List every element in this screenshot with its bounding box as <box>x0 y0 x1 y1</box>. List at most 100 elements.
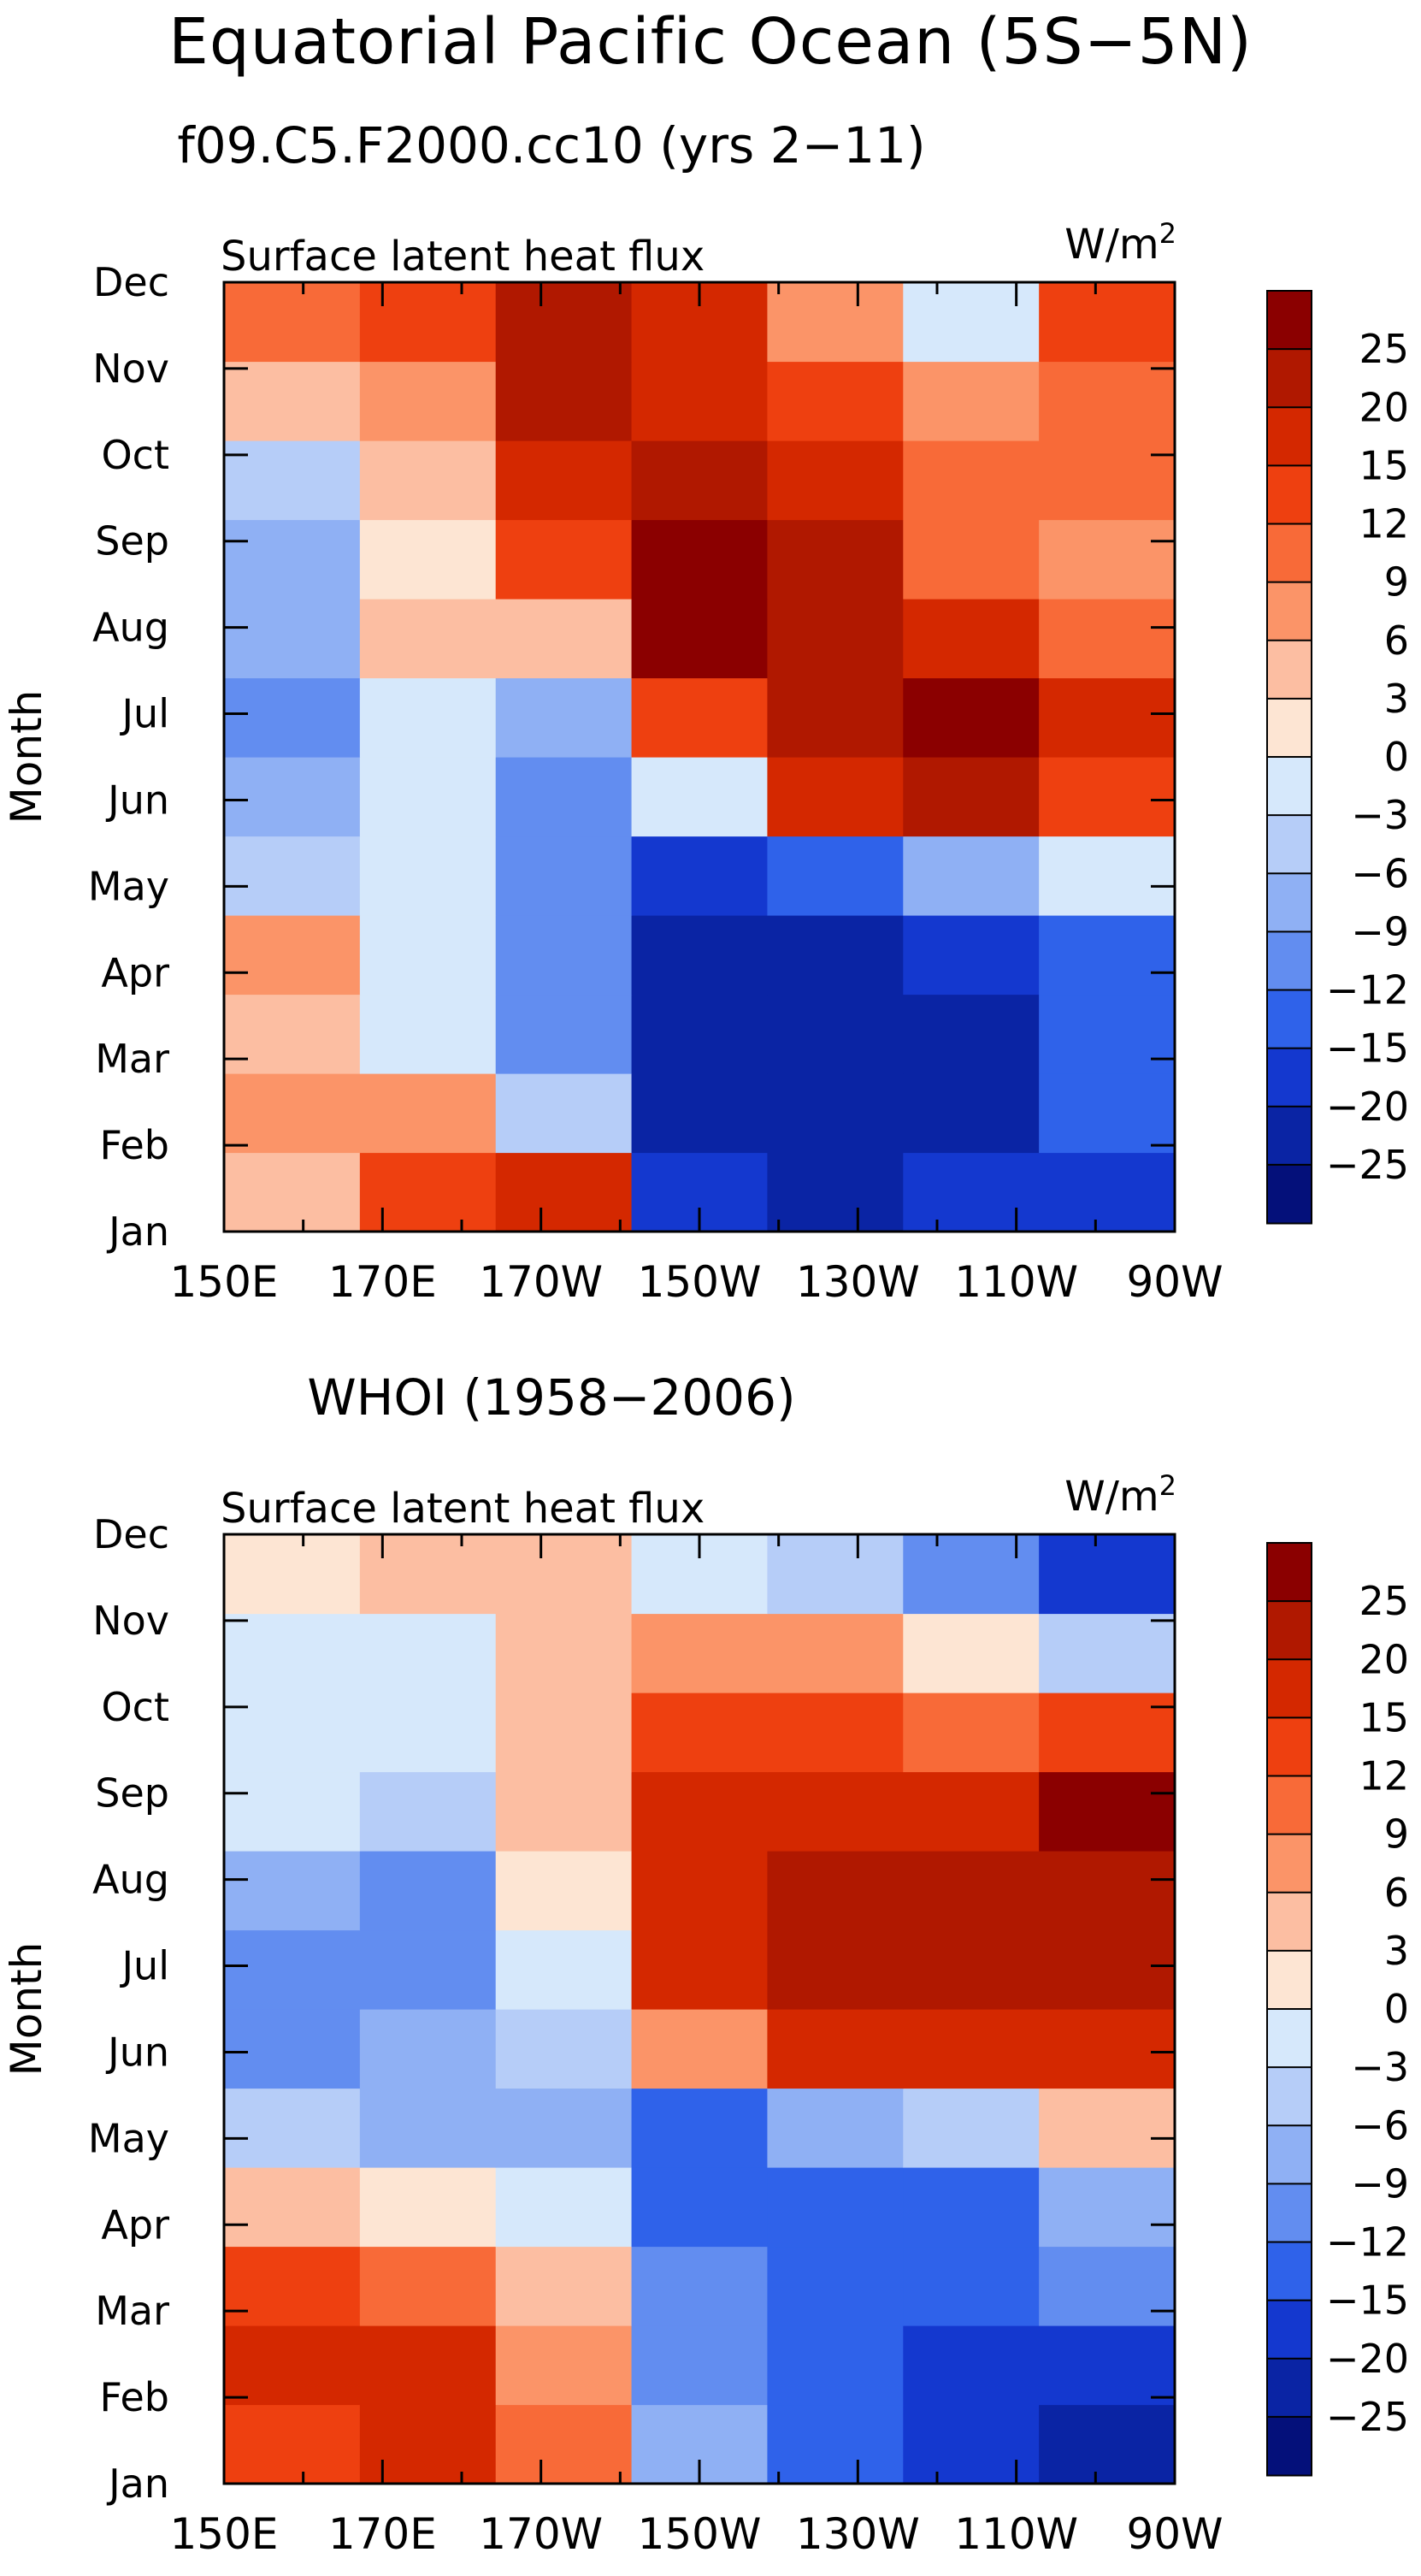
heatmap-cell <box>631 1851 769 1931</box>
colorbar-swatch <box>1266 2299 1312 2360</box>
colorbar-swatch <box>1266 756 1312 817</box>
colorbar-label: −12 <box>1326 2219 1409 2266</box>
colorbar-swatch <box>1266 1891 1312 1953</box>
heatmap-cell <box>359 915 497 996</box>
heatmap-cell <box>767 440 904 521</box>
colorbar-swatch <box>1266 290 1312 351</box>
y-tick-label: Jul <box>119 1943 169 1989</box>
x-tick-label: 150W <box>638 2509 762 2559</box>
colorbar-label: 9 <box>1384 1811 1409 1858</box>
heatmap-cell <box>1039 677 1176 758</box>
heatmap-cell <box>1039 519 1176 600</box>
colorbar-label: −3 <box>1351 2044 1409 2090</box>
heatmap-cell <box>224 757 361 837</box>
y-tick-label: Jan <box>106 1208 169 1255</box>
colorbar-swatch <box>1266 406 1312 467</box>
colorbar-label: 3 <box>1384 676 1409 722</box>
heatmap-cell <box>631 519 769 600</box>
heatmap-cell <box>1039 599 1176 679</box>
units-superscript: 2 <box>1159 217 1176 250</box>
heatmap-cell <box>224 2009 361 2089</box>
heatmap-panel-1: Jan Feb Mar Apr May Jun Jul Aug Sep Oct Nov Dec 150E… <box>2 217 1223 1307</box>
heatmap-cell <box>224 1929 361 2010</box>
heatmap-cell <box>224 2088 361 2168</box>
y-tick-label: Jul <box>119 691 169 737</box>
heatmap-cell <box>903 1851 1040 1931</box>
heatmap-cell <box>767 1693 904 1773</box>
heatmap-cell <box>767 361 904 441</box>
colorbar-label: −15 <box>1326 1025 1409 1072</box>
heatmap-cell <box>495 757 633 837</box>
colorbar-label: 25 <box>1359 326 1409 372</box>
units-superscript: 2 <box>1159 1469 1176 1502</box>
heatmap-cell <box>767 519 904 600</box>
x-tick-label: 150W <box>638 1257 762 1307</box>
heatmap-cell <box>1039 361 1176 441</box>
y-tick-label: May <box>88 863 169 909</box>
heatmap-cell <box>224 994 361 1074</box>
colorbar-swatch <box>1266 989 1312 1050</box>
colorbar-swatch <box>1266 2241 1312 2302</box>
heatmap-cell <box>767 1929 904 2010</box>
heatmap-cell <box>495 2009 633 2089</box>
heatmap-cell <box>903 836 1040 916</box>
colorbar-label: 15 <box>1359 442 1409 488</box>
heatmap-cell <box>903 1771 1040 1852</box>
colorbar-label: −25 <box>1326 2394 1409 2440</box>
x-tick-label: 170W <box>479 2509 603 2559</box>
heatmap-cell <box>1039 1693 1176 1773</box>
heatmap-cell <box>224 2325 361 2406</box>
colorbar-swatch <box>1266 639 1312 700</box>
heatmap-cell <box>1039 1851 1176 1931</box>
heatmap-cell <box>495 994 633 1074</box>
heatmap-cell <box>359 361 497 441</box>
heatmap-cell <box>359 2404 497 2484</box>
colorbar-2: 25 20 15 12 9 6 3 0 −3 −6 −9 −12 −15 −20 −25 <box>1266 1542 1409 2477</box>
y-tick-label: Mar <box>95 2288 169 2334</box>
heatmap-cell <box>495 1929 633 2010</box>
heatmap-cell <box>903 994 1040 1074</box>
colorbar-label: 6 <box>1384 617 1409 664</box>
heatmap-cell <box>1039 282 1176 363</box>
panel-label: Surface latent heat flux <box>221 233 705 281</box>
y-tick-label: Feb <box>100 2374 169 2420</box>
heatmap-cell <box>224 1851 361 1931</box>
heatmap-cell <box>1039 757 1176 837</box>
y-tick-label: Dec <box>93 259 169 305</box>
colorbar-label: −3 <box>1351 792 1409 838</box>
x-tick-label: 110W <box>954 2509 1078 2559</box>
heatmap-cell <box>359 1073 497 1154</box>
y-axis-title: Month <box>2 690 51 824</box>
heatmap-cell <box>903 440 1040 521</box>
heatmap-cell <box>631 1613 769 1693</box>
colorbar-swatch <box>1266 1658 1312 1719</box>
heatmap-cell <box>903 599 1040 679</box>
heatmap-cell <box>495 1534 633 1615</box>
y-tick-label: Nov <box>92 1598 169 1644</box>
x-tick-label: 170E <box>328 1257 437 1307</box>
heatmap-cell <box>903 282 1040 363</box>
heatmap-cell <box>359 2088 497 2168</box>
heatmap-cell <box>224 836 361 916</box>
colorbar-1: 25 20 15 12 9 6 3 0 −3 −6 −9 −12 −15 −20 −25 <box>1266 290 1409 1225</box>
heatmap-cell <box>903 1693 1040 1773</box>
y-tick-label: Sep <box>95 1770 169 1817</box>
heatmap-cell <box>224 2404 361 2484</box>
heatmap-cell <box>359 1929 497 2010</box>
heatmap-cell <box>1039 2404 1176 2484</box>
y-tick-label: Apr <box>101 2201 169 2248</box>
heatmap-cell <box>903 677 1040 758</box>
colorbar-swatch <box>1266 2415 1312 2477</box>
colorbar-label: −15 <box>1326 2278 1409 2324</box>
heatmap-cell <box>631 2325 769 2406</box>
heatmap-cell <box>767 915 904 996</box>
colorbar-swatch <box>1266 1600 1312 1661</box>
heatmap-cell <box>903 2325 1040 2406</box>
heatmap-cell <box>903 1929 1040 2010</box>
heatmap-cell <box>903 1152 1040 1232</box>
heatmap-cell <box>631 599 769 679</box>
heatmap-cell <box>359 282 497 363</box>
heatmap-cell <box>767 2088 904 2168</box>
y-tick-label: Apr <box>101 949 169 996</box>
heatmap-cell <box>1039 2246 1176 2326</box>
